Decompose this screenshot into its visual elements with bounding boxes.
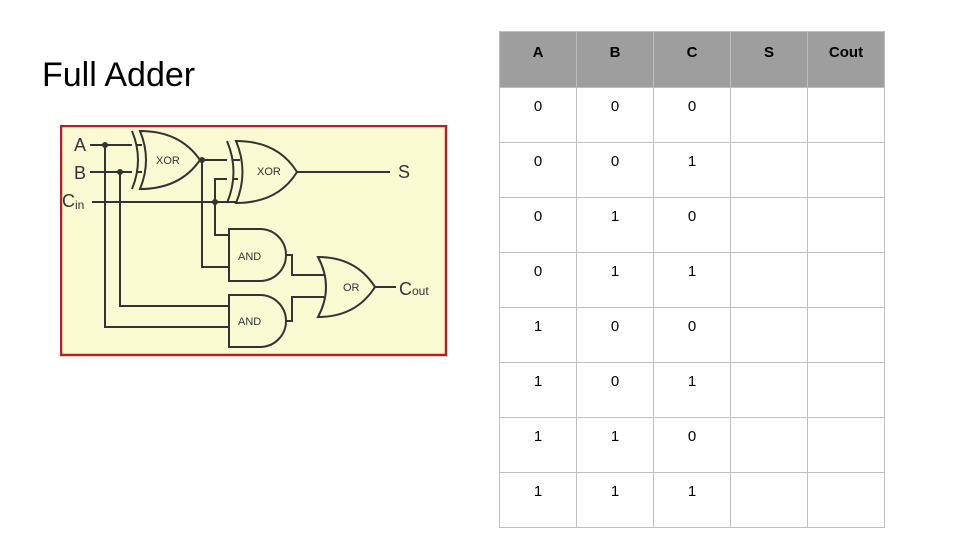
input-b-label: B [74,163,86,183]
xor-gate-2-label: XOR [257,166,281,178]
and-gate-2 [228,294,287,348]
cell-b: 1 [576,417,654,473]
cell-cout [807,307,885,363]
cell-cout [807,87,885,143]
header-b: B [576,31,654,88]
and-gate-2-label: AND [238,316,261,328]
cell-b: 0 [576,87,654,143]
junction-dots [102,142,218,205]
cell-c: 0 [653,197,731,253]
input-cin-main: C [62,191,75,211]
cell-s [730,307,808,363]
or-gate-label: OR [343,282,360,294]
cell-b: 0 [576,307,654,363]
xor-gate-2 [226,139,299,205]
output-cout-sub: out [412,284,429,298]
slide-title: Full Adder [42,56,196,94]
table-row: 1 0 0 [499,307,885,363]
input-a-label: A [74,135,86,155]
cell-b: 1 [576,472,654,528]
and-gate-1-label: AND [238,251,261,263]
cell-c: 0 [653,87,731,143]
output-s-label: S [398,162,410,182]
cell-b: 1 [576,197,654,253]
full-adder-circuit-diagram: A B Cin [60,125,448,357]
header-cout: Cout [807,31,885,88]
cell-a: 0 [499,197,577,253]
and-gate-1 [228,228,287,282]
output-cout-label: Cout [399,279,429,299]
xor-gate-1-label: XOR [156,155,180,167]
cell-a: 1 [499,362,577,418]
cell-a: 1 [499,472,577,528]
input-cin-sub: in [75,198,84,212]
cell-b: 1 [576,252,654,308]
header-s: S [730,31,808,88]
header-c: C [653,31,731,88]
cell-cout [807,472,885,528]
cell-cout [807,362,885,418]
cell-c: 1 [653,252,731,308]
cell-s [730,472,808,528]
cell-s [730,362,808,418]
cell-a: 1 [499,417,577,473]
or-gate [316,255,377,319]
cell-b: 0 [576,142,654,198]
table-header-row: A B C S Cout [499,31,885,88]
cell-a: 0 [499,87,577,143]
input-cin-label: Cin [62,191,84,212]
cell-cout [807,417,885,473]
cell-s [730,142,808,198]
cell-c: 1 [653,142,731,198]
cell-b: 0 [576,362,654,418]
cell-a: 0 [499,252,577,308]
cell-s [730,87,808,143]
table-row: 1 1 1 [499,472,885,528]
cell-cout [807,252,885,308]
truth-table: A B C S Cout 0 0 0 0 0 1 0 1 0 [499,31,885,528]
cell-c: 0 [653,307,731,363]
header-a: A [499,31,577,88]
cell-a: 1 [499,307,577,363]
cell-c: 0 [653,417,731,473]
table-row: 1 1 0 [499,417,885,473]
cell-a: 0 [499,142,577,198]
table-row: 0 1 0 [499,197,885,253]
table-row: 1 0 1 [499,362,885,418]
cell-cout [807,142,885,198]
table-row: 0 0 0 [499,87,885,143]
cell-s [730,252,808,308]
xor-gate-1 [131,129,202,191]
table-row: 0 0 1 [499,142,885,198]
cell-cout [807,197,885,253]
output-cout-main: C [399,279,412,299]
cell-c: 1 [653,362,731,418]
cell-c: 1 [653,472,731,528]
table-row: 0 1 1 [499,252,885,308]
cell-s [730,197,808,253]
cell-s [730,417,808,473]
